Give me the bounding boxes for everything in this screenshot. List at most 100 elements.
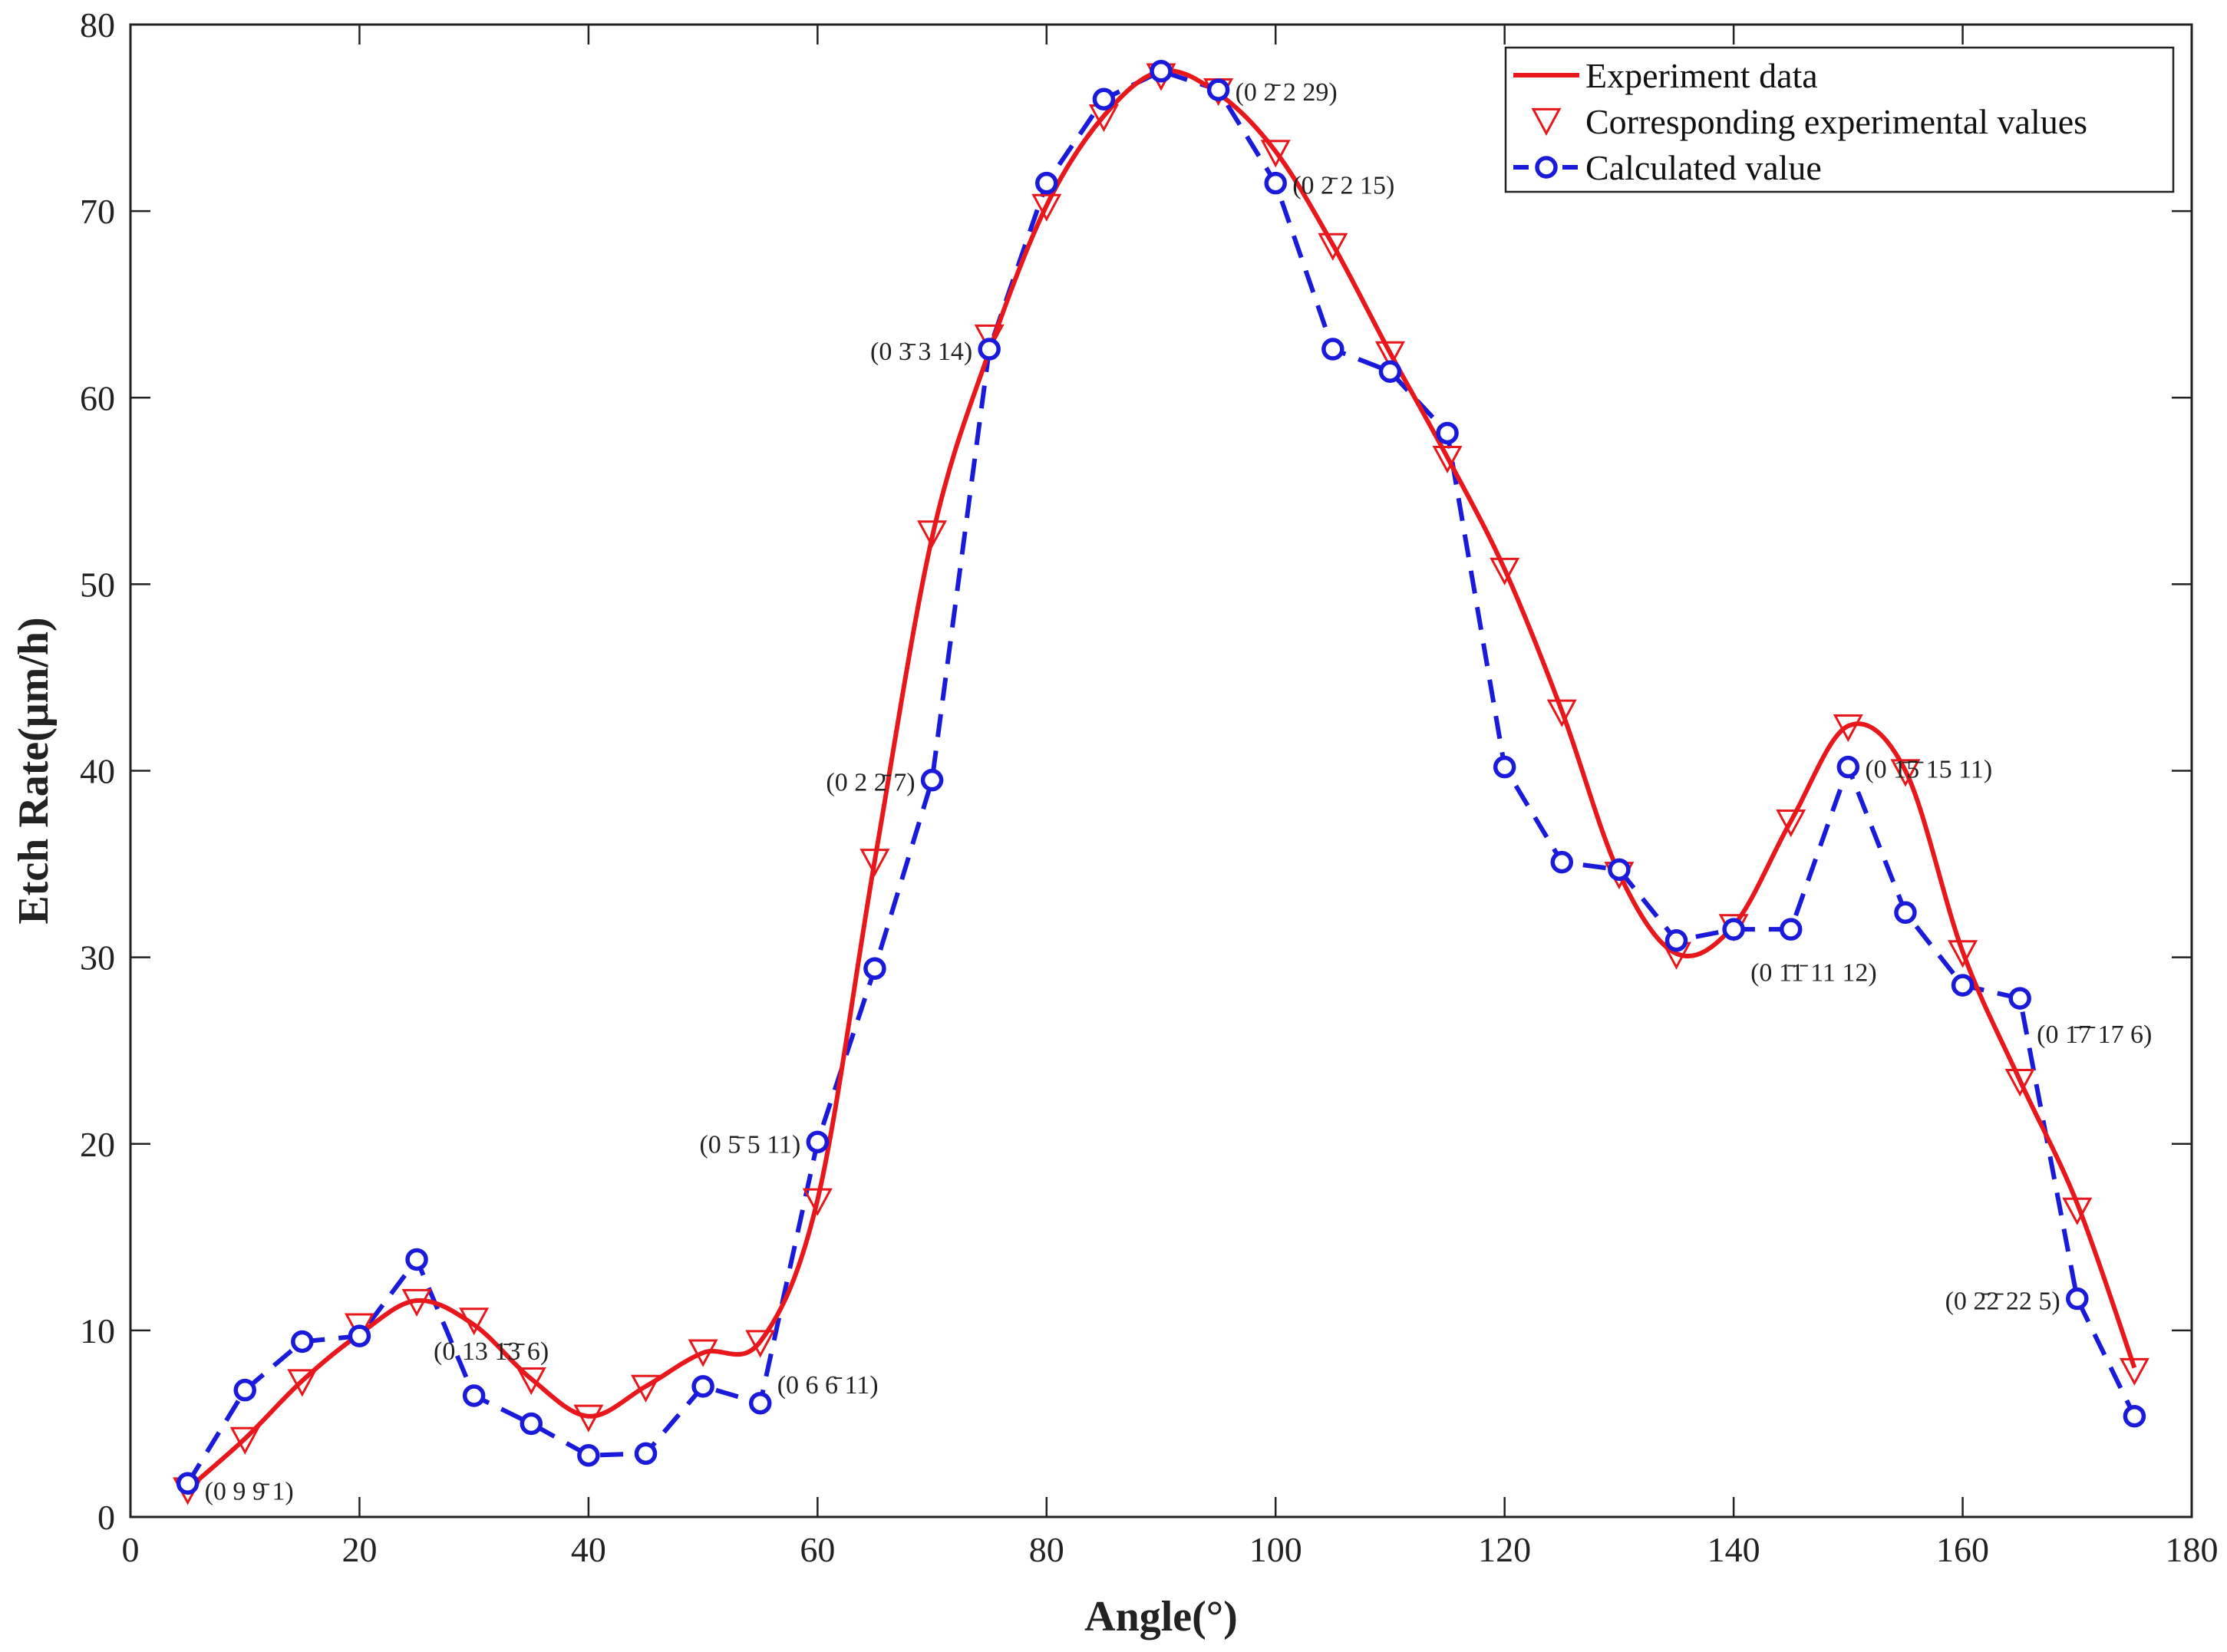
experimental-value-marker [1432, 445, 1463, 474]
x-tick-label: 40 [571, 1530, 606, 1569]
experimental-value-marker [2062, 1197, 2093, 1225]
miller-index-annotation: (0 3̄ 3 14) [870, 338, 972, 366]
legend-swatch-circle [1535, 156, 1558, 179]
y-tick-label: 60 [80, 378, 115, 417]
experimental-value-marker [1318, 232, 1348, 261]
miller-index-annotation: (0 1̄1̄ 11 12) [1750, 959, 1877, 988]
miller-index-annotation: (0 1̄7̄ 17 6) [2037, 1021, 2152, 1049]
legend-item-calculated-value [1513, 156, 1579, 179]
calculated-value-marker [806, 1130, 830, 1154]
y-tick-label: 30 [80, 938, 115, 978]
experimental-value-marker [401, 1288, 432, 1317]
x-tick-label: 60 [800, 1530, 835, 1569]
experimental-value-marker [1031, 193, 1062, 222]
calculated-value-marker [1321, 338, 1344, 361]
calculated-value-marker [920, 768, 944, 792]
calculated-value-marker [1836, 755, 1860, 779]
x-tick-label: 140 [1707, 1530, 1760, 1569]
calculated-value-marker [1722, 918, 1745, 941]
legend-label-corresponding-experimental-values: Corresponding experimental values [1585, 102, 2087, 141]
experimental-value-marker [459, 1307, 490, 1336]
legend-label-calculated-value: Calculated value [1585, 148, 1822, 187]
experimental-value-marker [516, 1367, 546, 1396]
experimental-value-marker [2004, 1068, 2035, 1097]
miller-index-annotation: (0 2̄ 2 15) [1292, 172, 1394, 200]
calculated-value-marker [1550, 850, 1574, 874]
miller-index-annotation: (0 13 1̄3̄ 6) [434, 1337, 549, 1366]
experimental-value-marker [974, 324, 1005, 353]
miller-index-annotation: (0 6 6̄ 11) [777, 1371, 879, 1400]
x-tick-label: 20 [341, 1530, 377, 1569]
calculated-value-marker [1608, 858, 1631, 882]
miller-index-annotation: (0 2 2̄ 7) [826, 769, 915, 797]
experimental-value-marker [573, 1404, 604, 1433]
experimental-value-marker [344, 1313, 374, 1341]
x-tick-label: 180 [2166, 1530, 2219, 1569]
calculated-value-marker [978, 338, 1001, 361]
calculated-value-marker [863, 957, 886, 980]
calculated-value-marker [2008, 987, 2031, 1010]
calculated-value-marker [462, 1384, 486, 1407]
experimental-value-marker [802, 1188, 833, 1216]
x-tick-label: 0 [122, 1530, 140, 1569]
experimental-value-marker [1546, 699, 1577, 727]
experimental-value-marker [917, 520, 948, 549]
calculated-value-marker [1951, 974, 1975, 997]
experimental-value-marker [1260, 140, 1291, 168]
experimental-value-marker [1490, 557, 1520, 585]
calculated-value-marker [1035, 171, 1058, 195]
y-tick-label: 20 [80, 1125, 115, 1164]
calculated-value-marker [1436, 421, 1459, 445]
x-tick-label: 80 [1029, 1530, 1064, 1569]
calculated-value-marker [348, 1324, 371, 1347]
calculated-value-marker [1264, 171, 1287, 195]
plot-area [173, 60, 2149, 1505]
experimental-value-marker [745, 1330, 776, 1358]
legend-item-corresponding-experimental-values [1531, 107, 1562, 137]
calculated-value-marker [1206, 78, 1230, 101]
miller-index-annotation: (0 5̄ 5 11) [699, 1130, 800, 1159]
annotations: (0 2̄ 2 29) (0 2̄ 2 15) (0 3̄ 3 14) (0 2 2̄… [205, 78, 2153, 1505]
calculated-value-marker [520, 1412, 543, 1436]
legend-swatch-triangle [1531, 107, 1562, 137]
calculated-value-marker [2123, 1404, 2146, 1428]
x-tick-label: 160 [1936, 1530, 1989, 1569]
x-tick-label: 100 [1249, 1530, 1302, 1569]
calculated-value-marker [1779, 918, 1803, 941]
y-tick-label: 80 [80, 5, 115, 45]
calculated-value-marker [291, 1330, 314, 1354]
experimental-value-marker [1833, 714, 1863, 743]
y-tick-label: 50 [80, 565, 115, 604]
experimental-value-marker [1374, 341, 1405, 369]
y-tick-label: 70 [80, 192, 115, 231]
miller-index-annotation: (0 1̄5̄ 15 11) [1865, 756, 1992, 784]
experimental-value-marker [688, 1339, 718, 1367]
experimental-value-marker [630, 1374, 662, 1403]
x-axis-title: Angle(°) [1084, 1593, 1238, 1640]
y-tick-label: 40 [80, 752, 115, 791]
calculated-value-marker [1150, 60, 1173, 83]
calculated-value-marker [748, 1391, 772, 1415]
calculated-value-marker [176, 1472, 200, 1495]
legend-label-experiment-data: Experiment data [1585, 56, 1818, 95]
calculated-value-marker [1378, 360, 1402, 383]
calculated-value-marker [2066, 1287, 2089, 1311]
miller-index-annotation: (0 9 9̄ 1) [205, 1478, 294, 1506]
experimental-value-marker [287, 1369, 318, 1397]
calculated-value-marker [1493, 755, 1516, 779]
y-axis-title: Etch Rate(μm/h) [10, 617, 58, 924]
experimental-value-marker [1890, 759, 1921, 787]
calculated-value-marker [691, 1375, 714, 1398]
y-tick-label: 0 [97, 1498, 115, 1537]
y-tick-label: 10 [80, 1311, 115, 1350]
calculated-value-marker [1894, 901, 1917, 925]
experimental-value-marker [1948, 940, 1978, 968]
calculated-value-marker [233, 1378, 256, 1402]
calculated-value-marker [1092, 87, 1116, 110]
calculated-value-marker [634, 1442, 658, 1466]
calculated-value-marker [577, 1444, 600, 1467]
miller-index-annotation: (0 2̄ 2 29) [1236, 78, 1338, 107]
legend: Experiment data Corresponding experiment… [1504, 46, 2175, 193]
